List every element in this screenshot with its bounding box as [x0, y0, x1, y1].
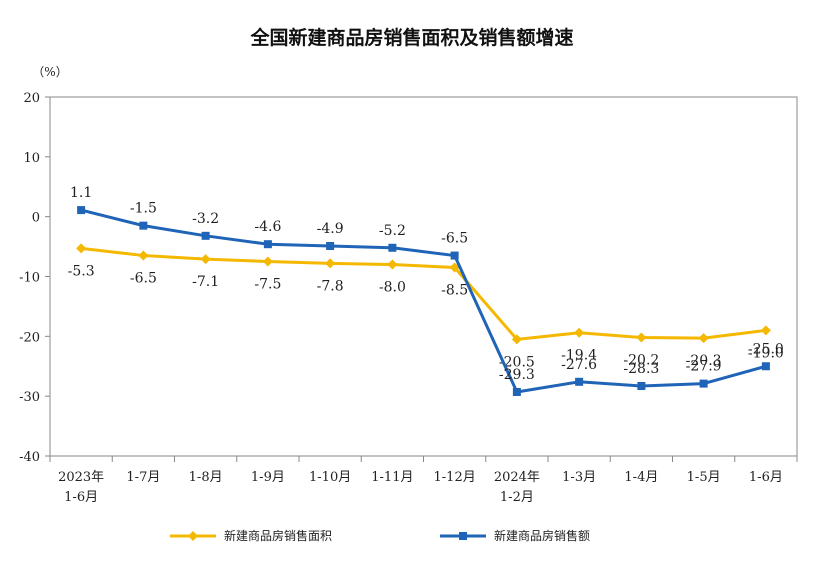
data-point — [575, 377, 584, 386]
y-tick-label: -30 — [19, 390, 40, 405]
x-tick-label: 2023年 — [58, 470, 104, 485]
data-point — [263, 240, 272, 249]
data-point — [77, 206, 86, 215]
x-tick-label: 1-7月 — [126, 470, 160, 485]
series-line-2 — [80, 208, 767, 394]
data-label: -8.0 — [379, 280, 406, 296]
data-label: -19.0 — [748, 345, 784, 361]
data-label: -8.5 — [441, 283, 468, 299]
x-tick-label: 1-3月 — [562, 470, 596, 485]
data-point — [76, 243, 87, 254]
data-label: -28.3 — [623, 361, 659, 377]
data-point — [139, 221, 148, 230]
data-point — [262, 256, 273, 267]
x-tick-label: 1-10月 — [309, 470, 351, 485]
data-point — [760, 325, 771, 336]
plot-frame — [49, 96, 798, 457]
x-tick-label: 1-8月 — [189, 470, 223, 485]
y-tick-label: 20 — [23, 91, 40, 106]
data-point — [201, 231, 210, 240]
data-point — [511, 334, 522, 345]
data-point — [636, 332, 647, 343]
plot-area: 20 10 0 -10 -20 -30 -40 2023年 1-6月 1-7月 1-8月 1-9月 1-… — [19, 91, 798, 505]
y-tick-label: 10 — [23, 151, 40, 166]
data-point — [574, 327, 585, 338]
series-line-1 — [80, 246, 767, 341]
data-label: -20.5 — [499, 354, 535, 370]
y-tick-label: -20 — [19, 330, 40, 345]
chart-title: 全国新建商品房销售面积及销售额增速 — [249, 26, 573, 49]
x-tick-label: 1-12月 — [434, 470, 476, 485]
data-point — [387, 259, 398, 270]
data-label: -5.2 — [379, 223, 406, 239]
data-label: -19.4 — [561, 348, 597, 364]
data-label: -6.5 — [130, 271, 157, 287]
data-label: -7.5 — [254, 277, 281, 293]
data-label: -29.3 — [499, 367, 535, 383]
legend-marker — [188, 531, 198, 541]
data-label: -7.1 — [192, 274, 219, 290]
data-point — [200, 254, 211, 265]
data-label: -27.6 — [561, 357, 597, 373]
x-tick-label: 1-2月 — [500, 490, 534, 505]
data-label: -20.2 — [623, 353, 659, 369]
data-label: -27.9 — [686, 359, 722, 375]
y-tick-label: -10 — [19, 271, 40, 286]
data-label: -4.9 — [317, 221, 344, 237]
data-point — [325, 258, 336, 269]
data-label: -4.6 — [254, 219, 281, 235]
x-tick-label: 1-11月 — [371, 470, 413, 485]
data-point — [512, 387, 521, 396]
data-point — [637, 381, 646, 390]
legend-marker — [459, 532, 467, 540]
x-tick-label: 1-6月 — [64, 490, 98, 505]
data-point — [138, 250, 149, 261]
data-point — [450, 251, 459, 260]
x-tick-label: 1-6月 — [749, 470, 783, 485]
data-point — [388, 243, 397, 252]
data-label: -25.0 — [748, 341, 784, 357]
data-label: -7.8 — [317, 278, 344, 294]
data-label: -5.3 — [68, 263, 95, 279]
legend-label: 新建商品房销售额 — [494, 528, 590, 543]
data-label: 1.1 — [70, 185, 92, 201]
data-point — [698, 333, 709, 344]
x-tick-label: 1-9月 — [251, 470, 285, 485]
data-point — [326, 241, 335, 250]
data-label: -20.3 — [686, 353, 722, 369]
data-point — [699, 379, 708, 388]
data-point — [761, 362, 770, 371]
x-tick-label: 1-5月 — [687, 470, 721, 485]
data-label: -1.5 — [130, 201, 157, 217]
y-unit-label: （%） — [32, 65, 67, 79]
legend: 新建商品房销售面积 新建商品房销售额 — [170, 528, 590, 543]
legend-label: 新建商品房销售面积 — [224, 528, 332, 543]
x-tick-label: 2024年 — [494, 470, 540, 485]
data-point — [449, 262, 460, 273]
data-label: -3.2 — [192, 211, 219, 227]
x-tick-label: 1-4月 — [624, 470, 658, 485]
data-label: -6.5 — [441, 231, 468, 247]
y-tick-label: -40 — [19, 450, 40, 465]
y-tick-label: 0 — [32, 211, 40, 226]
